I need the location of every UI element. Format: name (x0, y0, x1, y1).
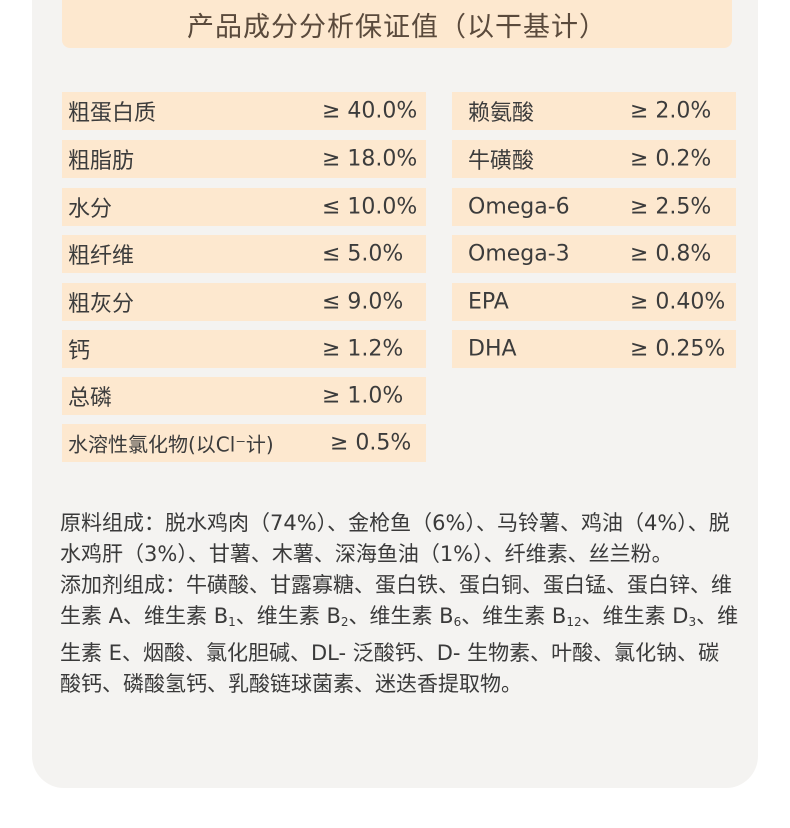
row-label: EPA (468, 289, 509, 315)
right-row: Omega-3 ≥ 0.8% (452, 235, 736, 273)
page-title: 产品成分分析保证值（以干基计） (62, 0, 732, 48)
row-value: ≤ 9.0% (322, 289, 404, 315)
right-row: EPA ≥ 0.40% (452, 283, 736, 321)
additives-text: 添加剂组成：牛磺酸、甘露寡糖、蛋白铁、蛋白铜、蛋白锰、蛋白锌、维生素 A、维生素… (60, 573, 739, 696)
row-label: 粗灰分 (68, 292, 135, 317)
row-label: 总磷 (68, 386, 113, 411)
left-row: 粗灰分 ≤ 9.0% (62, 283, 426, 321)
left-row: 粗脂肪 ≥ 18.0% (62, 140, 426, 178)
left-row: 粗纤维 ≤ 5.0% (62, 235, 426, 273)
row-value: ≥ 0.8% (630, 241, 712, 267)
left-row: 水分 ≤ 10.0% (62, 188, 426, 226)
row-value: ≥ 1.2% (322, 336, 404, 362)
ingredients-text: 原料组成：脱水鸡肉（74%）、金枪鱼（6%）、马铃薯、鸡油（4%）、脱水鸡肝（3… (60, 511, 730, 566)
row-value: ≤ 5.0% (322, 241, 404, 267)
row-value: ≥ 2.0% (630, 98, 712, 124)
row-label: 粗蛋白质 (68, 101, 157, 126)
row-value: ≤ 10.0% (322, 194, 418, 220)
row-label: Omega-3 (468, 241, 570, 267)
right-row: 赖氨酸 ≥ 2.0% (452, 92, 736, 130)
row-label: 钙 (68, 339, 91, 364)
left-row: 钙 ≥ 1.2% (62, 330, 426, 368)
row-label: DHA (468, 336, 517, 362)
row-label: 水溶性氯化物(以Cl⁻计) (68, 432, 274, 457)
row-value: ≥ 0.2% (630, 146, 712, 172)
row-label: 粗脂肪 (68, 149, 135, 174)
row-value: ≥ 40.0% (322, 98, 418, 124)
row-value: ≥ 2.5% (630, 194, 712, 220)
left-row: 水溶性氯化物(以Cl⁻计) ≥ 0.5% (62, 424, 426, 462)
right-row: Omega-6 ≥ 2.5% (452, 188, 736, 226)
row-label: 粗纤维 (68, 244, 135, 269)
row-value: ≥ 0.5% (330, 430, 412, 456)
analysis-card: 产品成分分析保证值（以干基计） 粗蛋白质 ≥ 40.0% 粗脂肪 ≥ 18.0%… (32, 0, 758, 788)
left-row: 总磷 ≥ 1.0% (62, 377, 426, 415)
composition-notes: 原料组成：脱水鸡肉（74%）、金枪鱼（6%）、马铃薯、鸡油（4%）、脱水鸡肝（3… (60, 508, 740, 700)
row-value: ≥ 1.0% (322, 383, 404, 409)
right-row: DHA ≥ 0.25% (452, 330, 736, 368)
left-row: 粗蛋白质 ≥ 40.0% (62, 92, 426, 130)
right-row: 牛磺酸 ≥ 0.2% (452, 140, 736, 178)
row-label: 赖氨酸 (468, 101, 535, 126)
row-value: ≥ 0.25% (630, 336, 726, 362)
row-value: ≥ 18.0% (322, 146, 418, 172)
row-value: ≥ 0.40% (630, 289, 726, 315)
row-label: Omega-6 (468, 194, 570, 220)
row-label: 牛磺酸 (468, 149, 535, 174)
row-label: 水分 (68, 197, 113, 222)
